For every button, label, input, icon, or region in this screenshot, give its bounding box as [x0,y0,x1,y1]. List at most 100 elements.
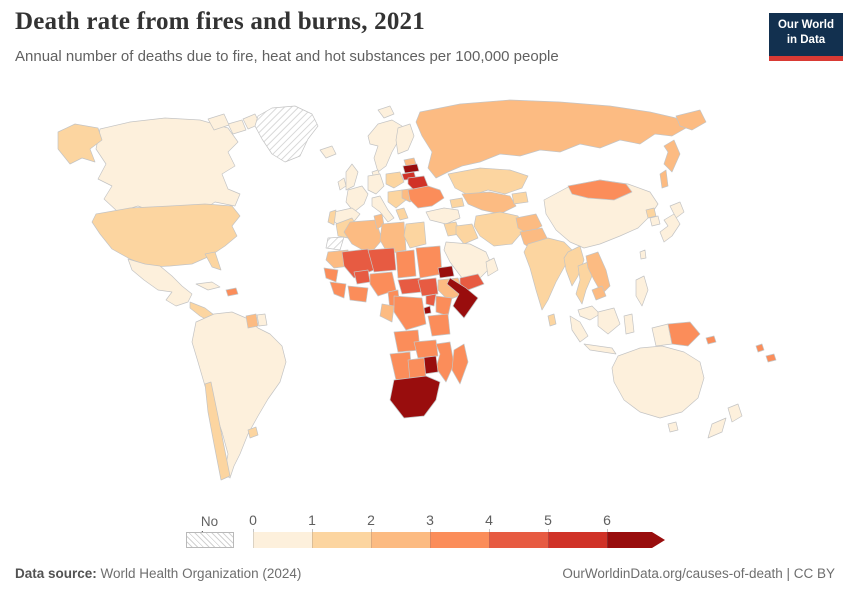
country-south-sudan[interactable] [417,277,439,297]
country-greenland[interactable] [254,105,319,163]
country-caucasus[interactable] [449,197,465,209]
country-philippines[interactable] [635,275,649,307]
country-alaska[interactable] [57,123,103,165]
country-indonesia-borneo[interactable] [597,307,621,335]
country-suriname[interactable] [256,313,268,327]
country-mongolia[interactable] [567,179,633,201]
country-solomon-islands[interactable] [705,335,717,345]
legend-bin-5–6[interactable] [548,532,607,548]
country-dr-congo[interactable] [393,295,427,331]
owid-logo[interactable]: Our World in Data [769,13,843,61]
country-mozambique[interactable] [435,341,455,383]
country-guinea[interactable] [329,281,347,299]
country-russia-sakhalin[interactable] [659,169,669,189]
country-iraq[interactable] [455,223,479,245]
country-north-korea[interactable] [645,207,657,219]
country-cuba[interactable] [195,281,221,291]
country-zambia[interactable] [413,339,439,359]
legend-bin-2–3[interactable] [371,532,430,548]
legend-bin-6+[interactable] [607,532,665,548]
country-iceland[interactable] [319,145,337,159]
country-portugal[interactable] [327,209,337,226]
country-haiti[interactable] [225,287,239,297]
legend-bin-4–5[interactable] [489,532,548,548]
country-vietnam-laos[interactable] [585,251,611,295]
country-south-africa[interactable] [389,375,441,419]
country-myanmar[interactable] [563,245,585,287]
country-niger[interactable] [367,247,397,273]
country-australia[interactable] [611,345,705,419]
country-italy[interactable] [371,195,395,223]
country-turkey[interactable] [425,207,461,225]
country-fiji[interactable] [765,353,777,363]
country-mexico[interactable] [127,258,193,307]
country-ghana-cote[interactable] [347,285,369,303]
country-burkina-faso[interactable] [353,269,371,285]
country-russia-chukotka[interactable] [675,109,707,131]
country-united-states-florida[interactable] [204,251,222,271]
country-kazakhstan[interactable] [447,167,529,197]
country-chad[interactable] [395,249,417,279]
country-sri-lanka[interactable] [547,313,557,327]
country-nigeria[interactable] [369,271,397,297]
country-indonesia-java[interactable] [583,343,617,355]
country-central-asia[interactable] [461,191,517,215]
country-congo-gabon[interactable] [379,303,395,323]
country-finland[interactable] [395,123,415,155]
country-iran[interactable] [473,211,525,247]
country-ireland[interactable] [337,177,347,191]
country-united-kingdom[interactable] [345,163,359,191]
country-scandinavia[interactable] [367,119,403,173]
country-tanzania[interactable] [427,313,451,337]
country-western-sahara[interactable] [325,236,345,251]
country-japan-honshu[interactable] [659,213,681,243]
country-sudan[interactable] [415,245,443,279]
country-svalbard[interactable] [377,105,395,119]
country-south-korea[interactable] [649,215,661,227]
country-madagascar[interactable] [451,343,469,385]
country-rwanda-burundi[interactable] [423,305,432,315]
country-kenya[interactable] [435,295,453,317]
country-poland[interactable] [385,171,405,189]
country-tasmania[interactable] [667,421,679,433]
country-russia-kamchatka[interactable] [663,139,681,173]
country-indonesia-sulawesi[interactable] [623,313,635,335]
legend-no-data-swatch[interactable] [186,532,234,548]
legend-bin-3–4[interactable] [430,532,489,548]
page-title: Death rate from fires and burns, 2021 [15,8,425,35]
legend-bin-1–2[interactable] [312,532,371,548]
country-oman[interactable] [485,257,499,277]
country-indonesia-sumatra[interactable] [569,315,589,343]
country-senegal[interactable] [323,267,339,283]
country-papua-new-guinea[interactable] [667,321,701,347]
country-guyana[interactable] [245,313,259,329]
country-cambodia[interactable] [591,285,607,301]
country-latvia[interactable] [402,163,420,174]
country-balkans[interactable] [387,189,407,209]
country-kyrgyzstan[interactable] [511,191,529,205]
country-uruguay[interactable] [247,426,259,439]
country-taiwan[interactable] [639,249,647,260]
country-chile[interactable] [204,381,231,481]
country-canada[interactable] [95,117,241,215]
country-new-zealand-south[interactable] [707,417,727,439]
country-malaysia[interactable] [577,305,601,321]
country-new-zealand-north[interactable] [727,403,743,423]
country-canada-arctic[interactable] [227,119,247,135]
country-vanuatu[interactable] [755,343,765,353]
country-greece[interactable] [395,207,409,221]
country-russia[interactable] [415,99,687,179]
country-united-states[interactable] [91,203,241,268]
country-somalia[interactable] [446,277,479,319]
country-eritrea[interactable] [437,265,455,279]
country-india[interactable] [523,237,573,311]
country-france[interactable] [345,185,369,213]
legend-bin-0–1[interactable] [253,532,312,548]
country-uganda[interactable] [425,293,437,307]
country-egypt[interactable] [403,221,427,249]
country-canada-arctic[interactable] [207,113,230,131]
country-ukraine[interactable] [407,185,445,209]
country-germany[interactable] [367,173,385,195]
owid-link[interactable]: OurWorldinData.org/causes-of-death | CC … [562,566,835,581]
